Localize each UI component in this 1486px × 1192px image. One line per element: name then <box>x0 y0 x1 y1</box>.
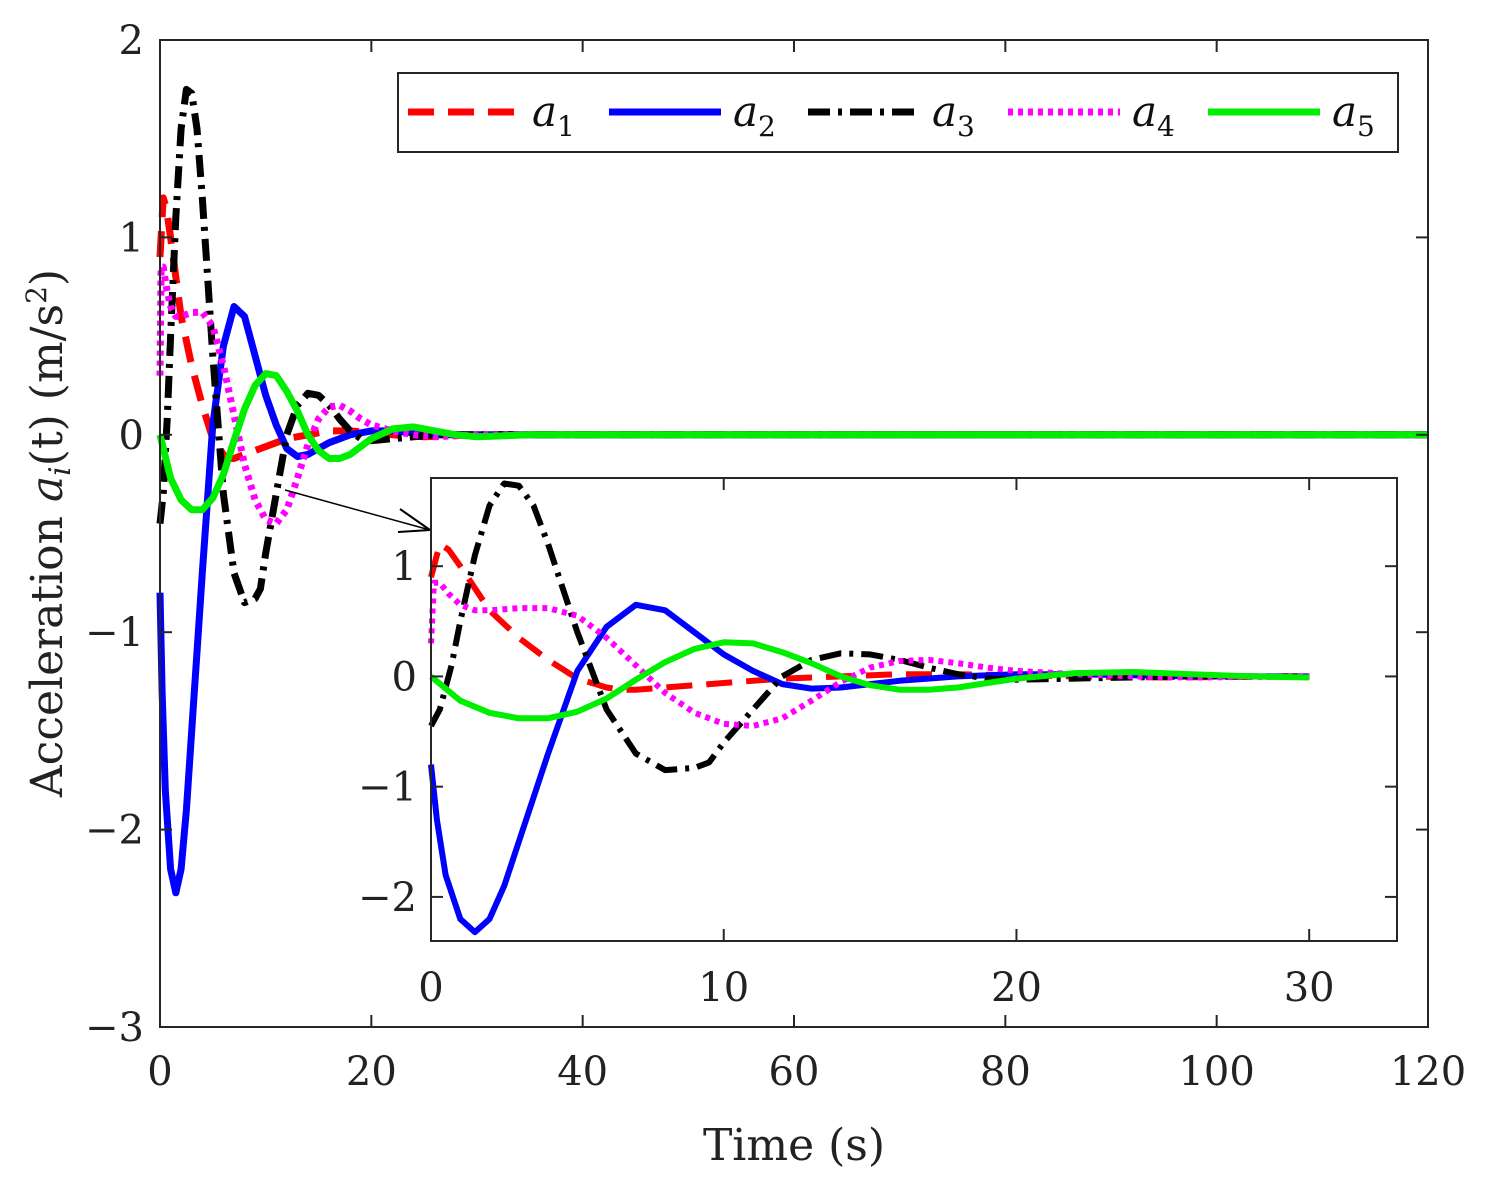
legend-label-a2: a2 <box>733 87 776 143</box>
main-y-tick-label: −3 <box>85 1005 144 1051</box>
legend-label-a4: a4 <box>1132 87 1175 143</box>
legend-label-var: a <box>1132 87 1157 136</box>
main-series-group <box>156 85 1428 897</box>
inset-x-tick-label: 10 <box>698 965 749 1011</box>
main-x-ticks: 0 20 40 60 80 100 120 <box>147 40 1466 1095</box>
y-label-prefix: Acceleration <box>22 502 73 798</box>
y-axis-label: Acceleration ai(t) (m/s2) <box>20 269 78 798</box>
y-label-var: a <box>22 476 73 502</box>
inset-axes-box <box>430 477 1398 942</box>
main-x-tick-label: 120 <box>1390 1049 1466 1095</box>
legend-label-a5: a5 <box>1332 87 1375 143</box>
legend-label-var: a <box>532 87 557 136</box>
main-y-tick-label: 0 <box>119 413 144 459</box>
inset-series-group <box>428 480 1310 936</box>
main-y-ticks: −3 −2 −1 0 1 2 <box>85 18 1428 1051</box>
main-x-tick-label: 80 <box>980 1049 1031 1095</box>
main-x-tick-label: 20 <box>346 1049 397 1095</box>
inset-y-ticks: −2 −1 0 1 <box>358 544 1397 921</box>
y-label-arg: (t) <box>22 414 73 466</box>
main-x-tick-label: 60 <box>769 1049 820 1095</box>
legend-label-a1: a1 <box>532 87 575 143</box>
inset-series-a5 <box>429 639 1310 722</box>
main-series-a3 <box>156 85 1428 607</box>
inset-x-tick-label: 20 <box>991 965 1042 1011</box>
legend-label-sub: 1 <box>557 110 575 143</box>
main-x-tick-label: 40 <box>557 1049 608 1095</box>
inset-axes: 0 10 20 30 −2 −1 0 1 <box>358 477 1398 1011</box>
inset-x-tick-label: 30 <box>1284 965 1335 1011</box>
main-x-tick-label: 100 <box>1178 1049 1254 1095</box>
inset-y-tick-label: 1 <box>392 544 417 590</box>
legend-label-sub: 4 <box>1157 110 1175 143</box>
main-y-tick-label: 2 <box>119 18 144 64</box>
main-series-a5 <box>156 370 1428 514</box>
legend-entries: a1 a2 a3 a4 a5 <box>408 87 1375 143</box>
y-label-units: (m/s <box>22 304 73 414</box>
legend-label-var: a <box>733 87 758 136</box>
inset-x-tick-label: 0 <box>418 965 443 1011</box>
zoom-arrow-line <box>284 489 431 531</box>
inset-y-tick-label: −2 <box>358 875 417 921</box>
main-y-tick-label: 1 <box>119 215 144 261</box>
legend-label-var: a <box>1332 87 1357 136</box>
y-label-sup: 2 <box>20 286 53 304</box>
main-x-tick-label: 0 <box>147 1049 172 1095</box>
legend-label-a3: a3 <box>932 87 975 143</box>
legend: a1 a2 a3 a4 a5 <box>397 72 1399 153</box>
inset-y-tick-label: 0 <box>392 654 417 700</box>
inset-y-tick-label: −1 <box>358 765 417 811</box>
inset-background <box>431 478 1397 941</box>
legend-label-var: a <box>932 87 957 136</box>
main-series-a4 <box>156 263 1428 528</box>
legend-label-sub: 2 <box>758 110 776 143</box>
main-y-tick-label: −2 <box>85 808 144 854</box>
zoom-arrow <box>284 489 431 533</box>
main-y-tick-label: −1 <box>85 610 144 656</box>
legend-label-sub: 3 <box>957 110 975 143</box>
zoom-arrow-head <box>397 508 431 533</box>
y-label-close: ) <box>22 269 73 286</box>
y-label-sub: i <box>43 466 78 476</box>
x-axis-label: Time (s) <box>703 1120 885 1171</box>
legend-label-sub: 5 <box>1357 110 1375 143</box>
inset-series-a3 <box>428 480 1310 774</box>
inset-series-a2 <box>428 601 1310 936</box>
inset-x-ticks: 0 10 20 30 <box>418 478 1335 1011</box>
